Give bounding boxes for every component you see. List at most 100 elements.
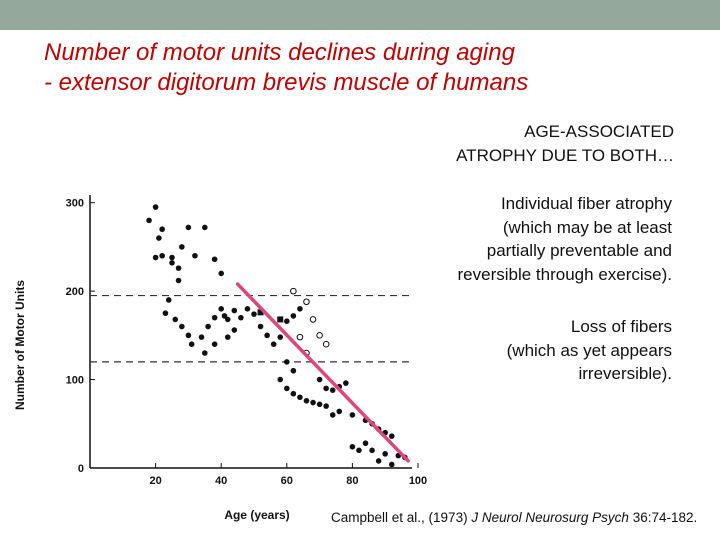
- data-point: [284, 318, 290, 324]
- data-point: [316, 401, 323, 408]
- data-point: [316, 376, 323, 383]
- data-point: [382, 451, 389, 457]
- x-axis-label: Age (years): [224, 508, 289, 522]
- data-point: [169, 260, 175, 266]
- atrophy-line-2: ATROPHY DUE TO BOTH…: [456, 145, 674, 165]
- x-tick-label: 80: [346, 475, 358, 487]
- data-point: [211, 341, 218, 347]
- data-points: [146, 204, 408, 468]
- y-tick-label: 0: [78, 463, 84, 475]
- data-point: [152, 254, 159, 261]
- data-point: [162, 310, 169, 317]
- motor-units-chart: 20 40 60 80 100 0 100 200 300 Age (years) Number…: [13, 195, 428, 522]
- data-point-open: [316, 332, 323, 339]
- data-point: [179, 244, 185, 250]
- atrophy-line-1: AGE-ASSOCIATED: [524, 122, 674, 141]
- data-point: [277, 334, 284, 340]
- citation-ref: 36:74-182.: [632, 510, 698, 525]
- fiber-line-1: Individual fiber atrophy: [500, 194, 672, 213]
- y-tick-label: 300: [66, 198, 84, 210]
- data-point-square: [257, 309, 264, 316]
- data-point: [323, 403, 329, 409]
- data-point: [185, 224, 192, 231]
- data-point-open: [296, 333, 304, 341]
- loss-line-2: (which as yet appears: [506, 340, 672, 360]
- data-point-open: [309, 316, 317, 323]
- data-point: [169, 254, 175, 261]
- data-point: [152, 204, 159, 210]
- data-point: [238, 314, 244, 321]
- fiber-line-3: partially preventable and: [486, 241, 672, 260]
- data-point: [336, 408, 343, 415]
- data-point: [231, 327, 238, 333]
- reference-lines: [90, 294, 412, 363]
- data-point: [356, 447, 362, 454]
- loss-line-3: irreversible).: [578, 364, 672, 383]
- data-point: [323, 385, 329, 392]
- data-point: [310, 399, 316, 406]
- data-point: [175, 277, 182, 284]
- title-line-1: Number of motor units declines during ag…: [44, 39, 515, 66]
- data-point: [284, 359, 290, 365]
- data-point: [211, 256, 218, 263]
- data-point: [251, 311, 257, 317]
- data-point: [179, 323, 185, 330]
- data-point-square: [277, 316, 284, 323]
- data-point: [218, 306, 224, 312]
- data-point: [290, 313, 297, 319]
- data-point: [375, 458, 382, 464]
- data-point: [205, 323, 211, 330]
- citation-journal: J Neurol Neurosurg Psych: [471, 510, 629, 525]
- citation-authors: Campbell et al., (1973): [331, 510, 468, 525]
- title-line-2: - extensor digitorum brevis muscle of hu…: [44, 69, 529, 96]
- data-point-open: [290, 287, 297, 295]
- data-point: [329, 412, 336, 418]
- data-point: [270, 341, 277, 347]
- fiber-line-4: reversible through exercise).: [457, 264, 672, 284]
- data-point: [297, 394, 303, 401]
- loss-line-1: Loss of fibers: [570, 317, 672, 336]
- data-point: [264, 332, 270, 339]
- citation: Campbell et al., (1973) J Neurol Neurosu…: [331, 510, 697, 525]
- data-point-open: [322, 340, 330, 348]
- data-point: [159, 252, 165, 259]
- data-point: [290, 390, 297, 397]
- data-point: [224, 316, 231, 323]
- data-point: [362, 440, 369, 447]
- data-point: [198, 334, 205, 340]
- trend-line: [235, 282, 410, 463]
- fiber-loss-text: Loss of fibers (which as yet appears irr…: [470, 315, 672, 386]
- data-point: [277, 376, 284, 383]
- data-point: [188, 341, 195, 347]
- data-point: [202, 224, 208, 231]
- data-point: [211, 314, 218, 321]
- y-tick-label: 100: [66, 375, 84, 387]
- data-point: [388, 433, 395, 439]
- data-point: [343, 380, 349, 386]
- data-point: [284, 385, 290, 392]
- slide-title: Number of motor units declines during ag…: [44, 38, 684, 98]
- y-tick-label: 200: [66, 286, 84, 298]
- data-point: [221, 313, 228, 319]
- top-banner: [0, 0, 720, 30]
- x-tick-label: 60: [281, 475, 293, 487]
- data-point: [290, 367, 297, 374]
- fiber-line-2: (which may be at least: [502, 217, 672, 237]
- data-point: [297, 306, 303, 312]
- data-point: [218, 270, 224, 277]
- data-point: [202, 350, 208, 356]
- data-point: [175, 265, 182, 271]
- data-point: [165, 297, 172, 303]
- data-point: [146, 217, 152, 224]
- data-point: [192, 252, 198, 259]
- data-point: [303, 397, 310, 404]
- x-tick-label: 100: [409, 475, 427, 487]
- data-point-open: [303, 298, 310, 306]
- data-point: [159, 226, 165, 233]
- data-point: [244, 306, 251, 312]
- axis-ticks: 20 40 60 80 100 0 100 200 300: [66, 198, 428, 487]
- x-tick-label: 40: [215, 475, 227, 487]
- fiber-atrophy-text: Individual fiber atrophy (which may be a…: [400, 192, 672, 286]
- data-point: [349, 443, 356, 450]
- data-point: [388, 461, 395, 468]
